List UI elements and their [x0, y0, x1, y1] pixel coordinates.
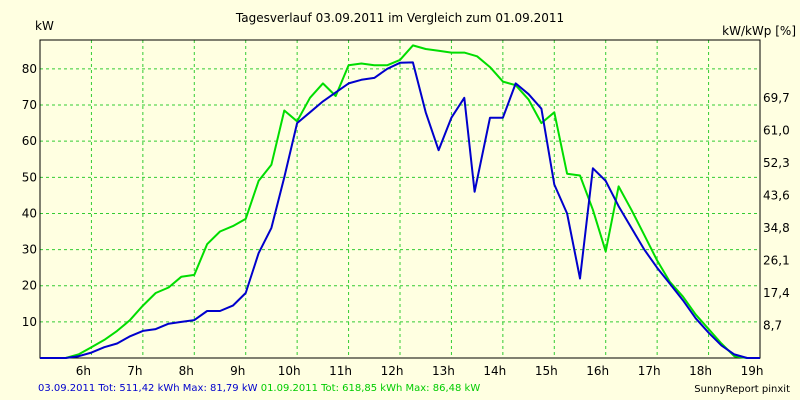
x-tick-label-13: 19h: [741, 364, 764, 378]
y-axis-right-label: kW/kWp [%]: [722, 24, 796, 38]
y-left-tick-label-3: 40: [22, 206, 37, 220]
x-tick-label-5: 11h: [329, 364, 352, 378]
y-left-tick-label-6: 70: [22, 98, 37, 112]
y-right-tick-label-4: 43,6: [763, 188, 790, 202]
y-left-tick-label-5: 60: [22, 134, 37, 148]
y-right-tick-label-1: 17,4: [763, 286, 790, 300]
y-right-tick-label-2: 26,1: [763, 253, 790, 267]
x-axis-ticks: 6h 7h 8h 9h 10h 11h 12h 13h 14h 15h 16h 17h 18h 19h: [76, 364, 764, 378]
y-right-tick-label-7: 69,7: [763, 91, 790, 105]
series2-stats: 01.09.2011 Tot: 618,85 kWh Max: 86,48 kW: [260, 383, 481, 394]
y-right-tick-label-3: 34,8: [763, 221, 790, 235]
x-tick-label-8: 14h: [483, 364, 506, 378]
series-line-01.09.2011: [40, 44, 760, 359]
x-tick-label-1: 7h: [127, 364, 142, 378]
chart-title: Tagesverlauf 03.09.2011 im Vergleich zum…: [235, 11, 564, 25]
grid: [40, 40, 760, 358]
series-line-03.09.2011: [40, 61, 760, 359]
x-tick-label-7: 13h: [432, 364, 455, 378]
x-tick-label-12: 18h: [689, 364, 712, 378]
y-right-tick-label-5: 52,3: [763, 156, 790, 170]
y-left-tick-label-0: 10: [22, 315, 37, 329]
y-axis-left-ticks: 10 20 30 40 50 60 70 80: [22, 62, 37, 329]
x-tick-label-6: 12h: [381, 364, 404, 378]
y-right-tick-label-6: 61,0: [763, 123, 790, 137]
series1-stats: 03.09.2011 Tot: 511,42 kWh Max: 81,79 kW: [38, 383, 258, 394]
x-tick-label-11: 17h: [638, 364, 661, 378]
y-left-tick-label-7: 80: [22, 62, 37, 76]
footer-credit: SunnyReport pinxit: [694, 384, 790, 395]
x-tick-label-3: 9h: [230, 364, 245, 378]
x-tick-label-2: 8h: [179, 364, 194, 378]
y-left-tick-label-1: 20: [22, 279, 37, 293]
x-tick-label-4: 10h: [278, 364, 301, 378]
y-axis-right-ticks: 8,7 17,4 26,1 34,8 43,6 52,3 61,0 69,7: [763, 91, 790, 333]
plot-frame: [39, 39, 761, 359]
x-tick-label-10: 16h: [586, 364, 609, 378]
y-left-tick-label-4: 50: [22, 170, 37, 184]
x-tick-label-9: 15h: [535, 364, 558, 378]
series-lines: [40, 44, 760, 359]
y-right-tick-label-0: 8,7: [763, 318, 782, 332]
y-left-tick-label-2: 30: [22, 243, 37, 257]
x-tick-label-0: 6h: [76, 364, 91, 378]
y-axis-left-label: kW: [35, 19, 54, 33]
footer-stats: 03.09.2011 Tot: 511,42 kWh Max: 81,79 kW…: [38, 383, 480, 394]
